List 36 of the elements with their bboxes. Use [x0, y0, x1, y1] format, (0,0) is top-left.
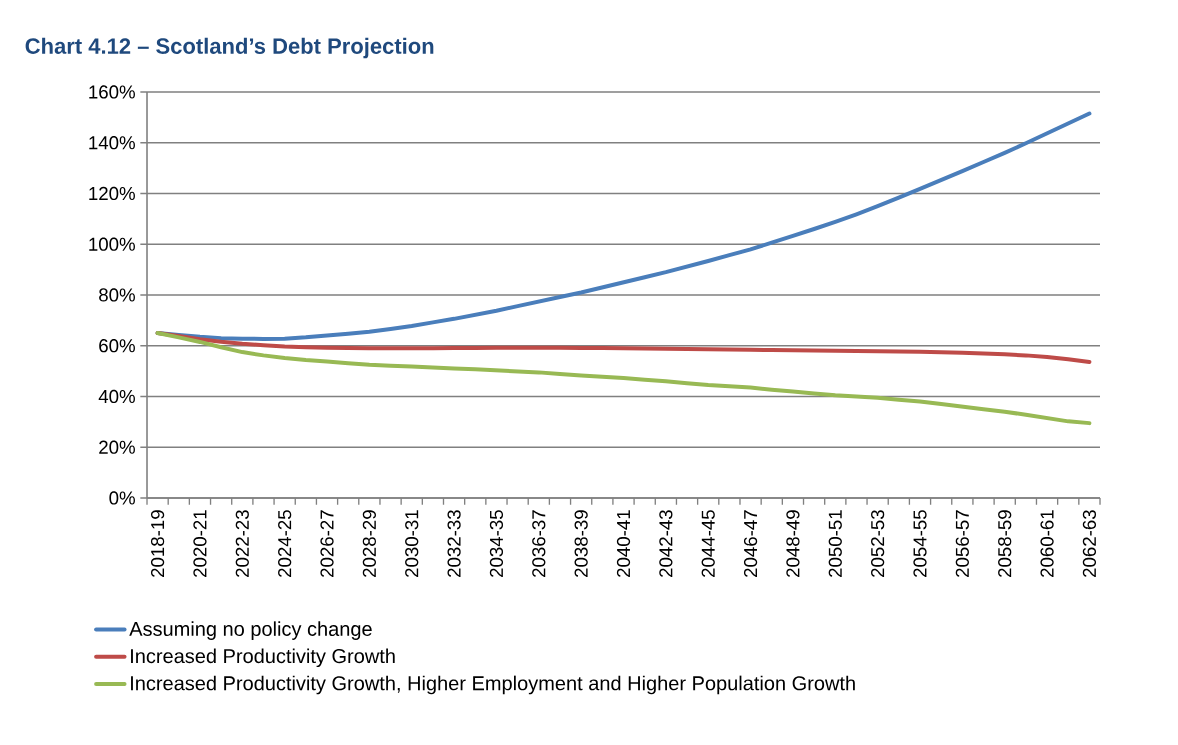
x-tick-label: 2022-23: [235, 510, 249, 577]
x-tick-label: 2026-27: [320, 510, 334, 577]
legend-label: Assuming no policy change: [129, 621, 372, 640]
y-tick-label: 40%: [98, 389, 135, 404]
x-tick-label: 2038-39: [574, 510, 588, 577]
y-tick-label: 160%: [89, 85, 135, 99]
x-tick-label: 2020-21: [193, 510, 207, 577]
y-tick-label: 100%: [89, 237, 135, 251]
x-tick-label: 2054-55: [913, 510, 927, 577]
y-tick-label: 20%: [99, 440, 135, 454]
x-tick-label: 2040-41: [616, 510, 631, 577]
x-tick-label: 2030-31: [405, 510, 419, 577]
legend-label: Increased Productivity Growth, Higher Employment and Higher Population Growth: [131, 675, 855, 695]
x-tick-label: 2056-57: [955, 510, 969, 577]
y-tick-label: 60%: [99, 339, 135, 353]
y-tick-label: 80%: [99, 288, 135, 302]
x-tick-label: 2018-19: [150, 510, 165, 577]
chart-title: Chart 4.12 – Scotland’s Debt Projection: [25, 37, 434, 59]
x-tick-label: 2044-45: [701, 510, 715, 577]
x-tick-label: 2028-29: [362, 510, 376, 577]
x-tick-label: 2024-25: [278, 510, 292, 577]
y-tick-label: 120%: [89, 186, 135, 201]
y-tick-label: 140%: [89, 136, 135, 150]
x-tick-label: 2032-33: [447, 510, 461, 577]
x-tick-label: 2048-49: [786, 510, 800, 577]
x-tick-label: 2062-63: [1082, 510, 1097, 577]
x-tick-label: 2058-59: [998, 510, 1012, 577]
x-tick-label: 2060-61: [1040, 510, 1054, 577]
y-tick-label: 0%: [109, 491, 135, 505]
legend-label: Increased Productivity Growth: [131, 648, 395, 668]
x-tick-label: 2050-51: [828, 510, 842, 577]
x-tick-label: 2034-35: [489, 510, 504, 577]
x-tick-label: 2052-53: [871, 510, 885, 577]
x-tick-label: 2046-47: [743, 510, 758, 577]
x-tick-label: 2042-43: [659, 510, 673, 577]
x-tick-label: 2036-37: [532, 510, 546, 577]
